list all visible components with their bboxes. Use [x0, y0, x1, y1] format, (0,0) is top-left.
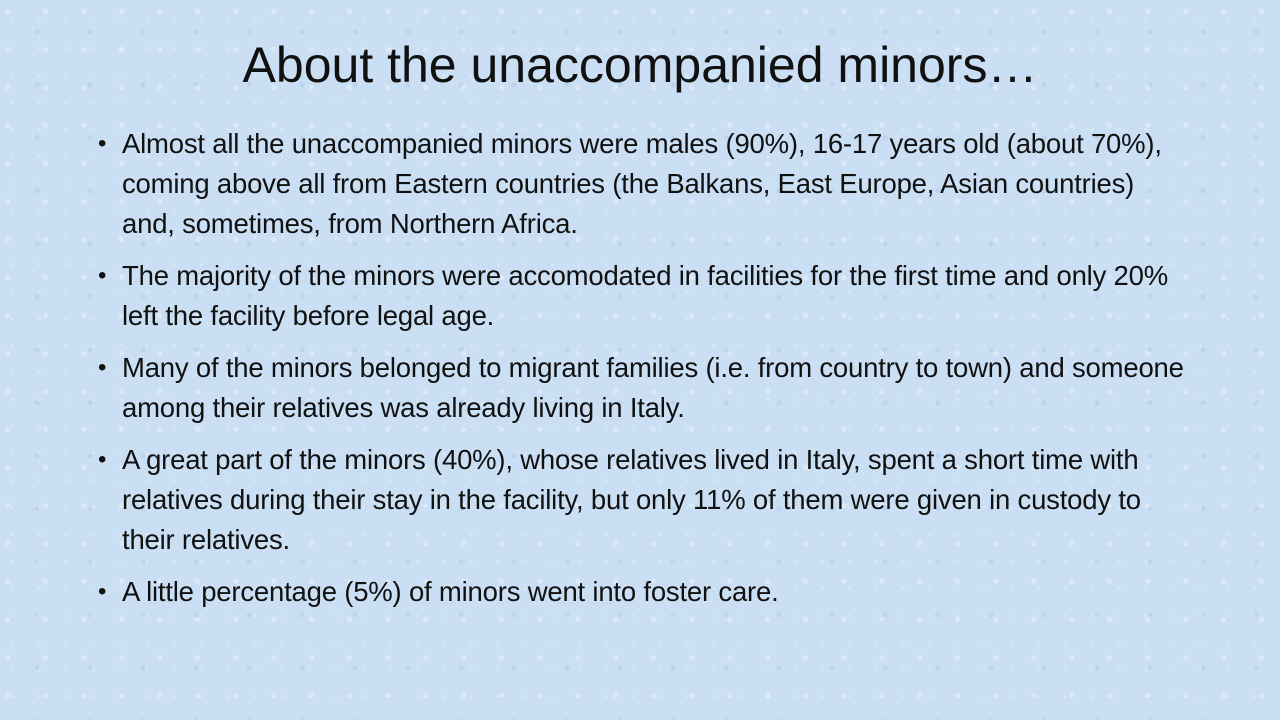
slide-title: About the unaccompanied minors… — [242, 37, 1038, 93]
bullet-item: Many of the minors belonged to migrant f… — [98, 348, 1187, 428]
bullet-item: A great part of the minors (40%), whose … — [98, 440, 1187, 560]
bullet-item: The majority of the minors were accomoda… — [98, 256, 1187, 336]
bullet-item: Almost all the unaccompanied minors were… — [98, 124, 1187, 244]
bullet-item: A little percentage (5%) of minors went … — [98, 572, 1187, 612]
bullet-list: Almost all the unaccompanied minors were… — [98, 124, 1187, 624]
